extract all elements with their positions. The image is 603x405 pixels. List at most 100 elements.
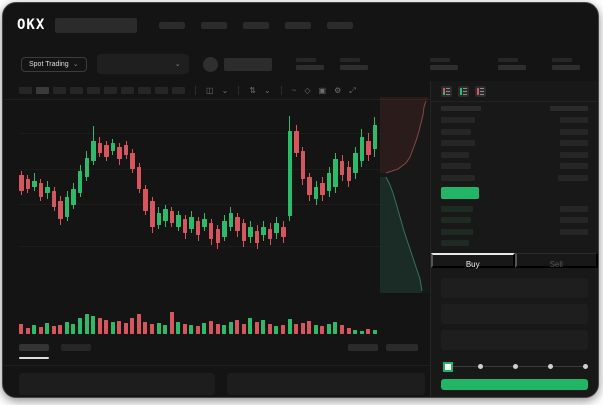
amount-input[interactable] [441,304,588,324]
ticker-stat [551,58,580,70]
bottom-summary-box[interactable] [227,373,425,395]
fullscreen-icon[interactable]: ⤢ [349,85,356,95]
amount-cell [560,217,588,223]
bottom-summary-box[interactable] [19,373,215,395]
candle [176,215,181,227]
book-asks-icon[interactable] [475,86,486,97]
timeframe-button[interactable] [138,87,151,94]
total-input[interactable] [441,330,588,350]
volume-bar [339,325,344,334]
depth-chart [380,97,429,293]
volume-bar [136,314,141,334]
volume-bar [176,322,181,334]
pair-coin-icon [202,56,218,72]
bottom-tab[interactable] [61,344,91,351]
candle [189,217,194,229]
volume-bar [163,325,168,334]
volume-bar [359,331,364,334]
volume-bar [58,325,63,334]
volume-bar [156,323,161,334]
timeframe-button[interactable] [104,87,117,94]
price-cell [441,140,475,146]
header-col-amount [550,106,588,111]
depth-bids-line [385,176,423,292]
price-cell [441,128,471,135]
nav-item[interactable] [285,21,312,29]
orderbook-row[interactable] [441,205,588,212]
orderbook-row[interactable] [441,128,588,135]
candle [25,179,31,189]
orderbook-row[interactable] [441,240,588,246]
candle [195,221,201,235]
timeframe-button[interactable] [121,87,134,94]
timeframe-button[interactable] [172,87,185,94]
candle [339,161,345,175]
timeframe-button-active[interactable] [36,87,49,94]
chart-style-icon[interactable]: ◫ [206,85,214,95]
price-cell [441,117,475,123]
timeframe-button[interactable] [70,87,83,94]
instrument-dropdown[interactable]: ⌄ [96,54,189,74]
tab-buy[interactable]: Buy [431,253,515,269]
timeframe-button[interactable] [87,87,100,94]
volume-bar [222,325,227,334]
volume-bar [45,323,50,334]
volume-bar [241,324,246,334]
orderbook-row[interactable] [441,140,588,146]
nav-item[interactable] [243,21,270,29]
candle [307,177,312,195]
timeframe-button[interactable] [53,87,66,94]
divider [3,365,430,366]
candle [208,223,214,239]
candle [202,219,207,227]
volume-chart [19,294,381,334]
candle [300,151,306,179]
nav-item[interactable] [201,21,228,29]
orderbook-row[interactable] [441,117,588,123]
slider-handle[interactable] [443,362,453,372]
screenshot-icon[interactable]: ▣ [318,85,327,95]
interval-icon[interactable]: ⇅ [249,85,256,95]
chevron-down-icon[interactable]: ⌄ [263,85,271,95]
slider-stop[interactable] [548,364,553,369]
candle [287,131,293,216]
orderbook-row[interactable] [441,217,588,223]
candle [313,187,319,199]
indicator-icon[interactable]: ~ [291,85,297,95]
book-bids-icon[interactable] [458,86,469,97]
bottom-right-control[interactable] [386,344,418,351]
search-input[interactable] [55,17,138,33]
tab-sell[interactable]: Sell [514,253,598,269]
candle [248,227,253,237]
bottom-tabs [19,344,421,360]
timeframe-button[interactable] [155,87,168,94]
candle [136,167,142,189]
orderbook-row[interactable] [441,163,588,169]
draw-tool-icon[interactable]: ◇ [304,85,311,95]
amount-slider[interactable] [443,362,588,372]
chevron-down-icon[interactable]: ⌄ [221,85,229,95]
candlestick-chart[interactable] [19,101,381,293]
settings-icon[interactable]: ⚙ [334,85,342,95]
nav-item[interactable] [327,21,354,29]
market-type-dropdown[interactable]: Spot Trading ⌄ [21,56,87,72]
volume-bar [281,325,285,334]
bottom-tab-active[interactable] [19,344,49,351]
orderbook-row[interactable] [441,228,588,235]
volume-bar [38,327,43,334]
orderbook-row[interactable] [441,174,588,181]
book-combined-icon[interactable] [441,86,452,97]
slider-stop[interactable] [583,364,588,369]
volume-bar [84,314,89,334]
volume-bar [307,321,312,334]
slider-stop[interactable] [513,364,518,369]
nav-item[interactable] [159,21,186,29]
header-col-price [441,106,481,111]
orderbook-row[interactable] [441,151,588,158]
candle [267,229,273,239]
buy-submit-button[interactable] [441,379,588,390]
bottom-right-control[interactable] [348,344,378,351]
timeframe-button[interactable] [19,87,32,94]
slider-stop[interactable] [478,364,483,369]
price-input[interactable] [441,278,588,298]
